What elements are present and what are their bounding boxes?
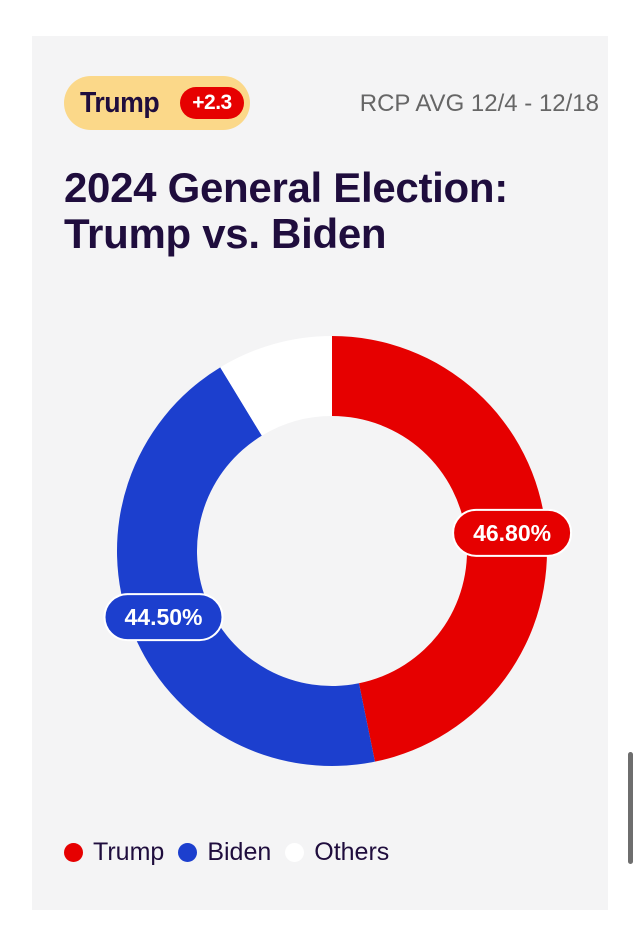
chart-title: 2024 General Election: Trump vs. Biden: [64, 164, 508, 257]
legend-swatch-others: [285, 843, 305, 862]
legend-item-biden: Biden: [178, 838, 271, 867]
leader-name: Trump: [80, 86, 160, 119]
scrollbar-thumb[interactable]: [628, 752, 633, 864]
chart-legend: Trump Biden Others: [64, 838, 403, 867]
legend-label-others: Others: [314, 838, 390, 866]
legend-label-biden: Biden: [207, 838, 272, 866]
leader-margin-badge: +2.3: [180, 87, 244, 119]
legend-label-trump: Trump: [93, 838, 165, 866]
legend-swatch-trump: [64, 843, 83, 862]
legend-swatch-biden: [178, 843, 198, 862]
rcp-average-date-range: RCP AVG 12/4 - 12/18: [359, 90, 599, 117]
legend-item-others: Others: [285, 838, 389, 867]
legend-item-trump: Trump: [64, 838, 164, 867]
leader-badge: Trump +2.3: [64, 76, 250, 130]
